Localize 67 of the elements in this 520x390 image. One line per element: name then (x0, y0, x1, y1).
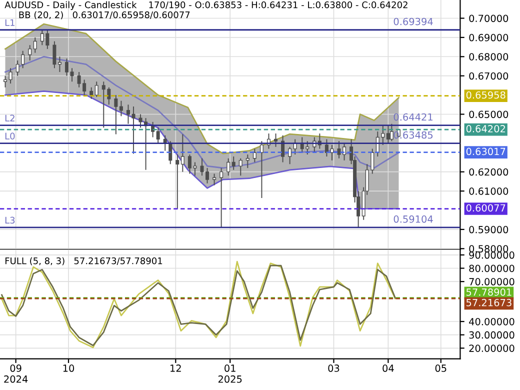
candlestick (288, 146, 292, 165)
ref-line-label: 0.63017 (466, 148, 506, 156)
ref-line-label: 0.59104 (394, 215, 433, 223)
annotation: L1 (5, 19, 14, 26)
y-tick-label: 20.00000 (469, 344, 514, 352)
candlestick (156, 127, 160, 144)
candlestick (226, 158, 230, 176)
y-tick-label: 40.00000 (469, 318, 514, 326)
candlestick (180, 134, 184, 172)
candlestick (206, 168, 210, 184)
y-tick-label: 0.65000 (469, 110, 508, 118)
ref-line-label: 0.60077 (466, 204, 506, 212)
candlestick (70, 68, 74, 82)
y-tick-label: 0.70000 (469, 14, 508, 22)
candlestick (90, 86, 94, 100)
y-tick-label: 0.67000 (469, 72, 508, 80)
candlestick (386, 125, 390, 144)
candlestick (4, 75, 8, 88)
candlestick (58, 56, 62, 72)
candlestick (114, 94, 118, 135)
y-tick-label: 0.58000 (469, 245, 508, 252)
x-tick-label: 01 2025 (218, 364, 242, 383)
y-tick-label: 70.00000 (469, 278, 514, 286)
y-tick-label: 0.69000 (469, 34, 508, 42)
candlestick (94, 81, 98, 98)
candlestick (260, 140, 264, 198)
y-tick-label: 30.00000 (469, 331, 514, 339)
chart-title: AUDUSD - Daily - Candlestick 170/190 - O:0.63853 - H:0.64231 - L:0.63800 - C:0.64202 (4, 1, 408, 10)
x-tick-label: 09 2024 (4, 364, 28, 383)
y-tick-label: 0.61000 (469, 188, 508, 195)
y-tick-label: 0.68000 (469, 53, 508, 60)
candlestick (390, 123, 394, 142)
candlestick (238, 158, 242, 176)
y-tick-label: 80.00000 (469, 264, 514, 272)
x-tick-label: 03 (328, 364, 340, 372)
candlestick (119, 100, 123, 117)
y-tick-label: 0.62000 (469, 168, 508, 176)
candlestick (274, 132, 278, 148)
y-tick-label: 90.00000 (469, 251, 514, 259)
ref-line-label: 0.65958 (466, 91, 506, 99)
x-tick-label: 10 (63, 364, 74, 372)
candlestick (64, 58, 68, 76)
annotation: L3 (5, 216, 15, 224)
annotation: L0 (5, 132, 15, 140)
candlestick (212, 173, 216, 186)
annotation: L2 (5, 114, 14, 122)
candlestick (28, 44, 32, 61)
candlestick (176, 154, 180, 210)
candlestick (8, 68, 12, 84)
x-tick-label: 04 (382, 364, 394, 372)
candlestick (33, 36, 37, 54)
ref-line-label: 0.69394 (394, 18, 433, 26)
ref-line-label: 57.21673 (466, 298, 512, 306)
ref-line-label: 57.78901 (466, 288, 512, 296)
x-tick-label: 12 (170, 364, 181, 372)
y-tick-label: 0.59000 (469, 226, 508, 234)
candlestick (252, 148, 256, 163)
candlestick (200, 158, 204, 176)
ref-line-label: 0.64421 (394, 113, 432, 121)
ref-line-label: 0.64202 (466, 125, 505, 132)
x-tick-label: 05 (435, 364, 446, 372)
text: FULL (5, 8, 3) 57.21673/57.78901 (5, 257, 162, 266)
candlestick (220, 168, 224, 228)
text: BB (20, 2) 0.63017/0.65958/0.60077 (19, 11, 190, 20)
candlestick (246, 154, 250, 168)
candlestick (52, 40, 56, 69)
candlestick (232, 156, 236, 170)
